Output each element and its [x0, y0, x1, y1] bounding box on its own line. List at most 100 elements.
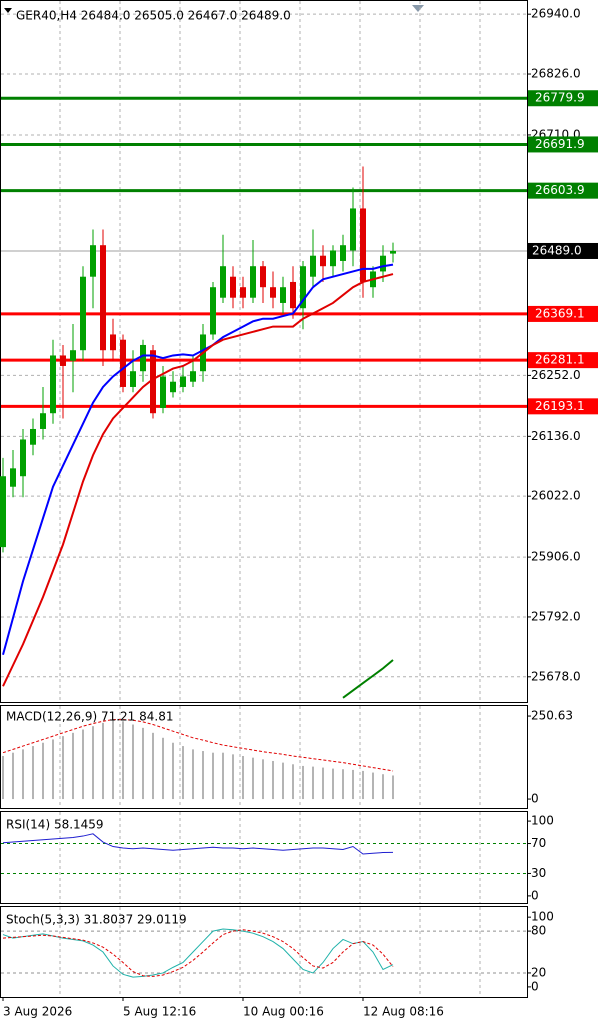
macd-bar: [322, 767, 324, 800]
level-label-box: [528, 305, 598, 322]
candle-body: [220, 266, 226, 298]
candle-body: [230, 276, 236, 298]
y-tick-label: 20: [531, 965, 546, 979]
y-tick-label: 100: [531, 814, 554, 828]
menu-arrow: [4, 8, 12, 13]
candle-body: [260, 266, 266, 288]
level-label-box: [528, 352, 598, 369]
candle-body: [110, 334, 116, 351]
candle-body: [140, 344, 146, 372]
x-tick-label: 3 Aug 2026: [3, 1005, 72, 1019]
rsi-line: [2, 833, 394, 855]
moving-average: [2, 263, 394, 656]
panel-title: MACD(12,26,9) 71.21 84.81: [6, 710, 173, 724]
candle-body: [180, 376, 186, 387]
y-tick-label: 25906.0: [531, 550, 581, 564]
chart-title: GER40,H4 26484.0 26505.0 26467.0 26489.0: [16, 9, 291, 23]
candle-body: [30, 428, 36, 445]
moving-average: [2, 273, 394, 687]
macd-bar: [342, 769, 344, 800]
y-tick-label: 0: [531, 888, 539, 902]
macd-bar: [252, 757, 254, 800]
y-tick-label: 26252.0: [531, 368, 581, 382]
macd-bar: [272, 760, 274, 800]
macd-bar: [362, 770, 364, 800]
signal-line: [2, 719, 394, 772]
macd-bar: [132, 724, 134, 800]
candle-body: [60, 355, 66, 366]
y-tick-label: 25678.0: [531, 669, 581, 683]
candle-body: [240, 287, 246, 298]
level-label: 26369.1: [535, 306, 585, 320]
macd-bar: [172, 742, 174, 800]
macd-bar: [162, 737, 164, 800]
macd-bar: [112, 719, 114, 800]
macd-bar: [232, 754, 234, 800]
candle-body: [390, 250, 396, 254]
macd-bar: [182, 746, 184, 800]
candle-body: [0, 476, 6, 548]
y-tick-label: 250.63: [531, 709, 573, 723]
panel-title: Stoch(5,3,3) 31.8037 29.0119: [6, 913, 187, 927]
macd-bar: [332, 768, 334, 800]
y-tick-label: 70: [531, 836, 546, 850]
candle-body: [10, 468, 16, 487]
macd-bar: [72, 732, 74, 800]
level-label: 26779.9: [535, 91, 585, 105]
candle-body: [310, 255, 316, 277]
macd-bar: [82, 729, 84, 800]
x-tick-label: 5 Aug 12:16: [123, 1005, 196, 1019]
macd-bar: [92, 726, 94, 800]
macd-bar: [242, 756, 244, 800]
macd-bar: [52, 739, 54, 800]
candle-body: [40, 413, 46, 429]
macd-bar: [32, 746, 34, 800]
panel-frame: [0, 811, 528, 904]
y-tick-label: 30: [531, 866, 546, 880]
candle-body: [270, 287, 276, 298]
candle-body: [330, 250, 336, 267]
macd-bar: [12, 752, 14, 800]
candle-body: [250, 266, 256, 298]
candle-body: [160, 376, 166, 408]
macd-bar: [212, 752, 214, 800]
candle-body: [380, 255, 386, 272]
panel-frame: [0, 705, 528, 809]
y-tick-label: 80: [531, 924, 546, 938]
macd-bar: [102, 722, 104, 800]
candle-body: [50, 355, 56, 414]
macd-bar: [312, 766, 314, 800]
shift-marker: [412, 5, 424, 12]
y-tick-label: 26022.0: [531, 489, 581, 503]
y-tick-label: 26826.0: [531, 67, 581, 81]
stoch-signal-line: [2, 929, 394, 977]
macd-bar: [42, 742, 44, 800]
level-label-box: [528, 182, 598, 199]
macd-bar: [352, 769, 354, 800]
candle-body: [320, 255, 326, 267]
macd-bar: [152, 732, 154, 800]
candle-body: [150, 350, 156, 414]
macd-bar: [292, 764, 294, 800]
level-label: 26193.1: [535, 399, 585, 413]
candle-body: [360, 208, 366, 282]
macd-bar: [202, 751, 204, 800]
macd-bar: [2, 756, 4, 800]
macd-bar: [142, 727, 144, 800]
candle-body: [120, 339, 126, 387]
panel-title: RSI(14) 58.1459: [6, 818, 104, 832]
candle-body: [100, 245, 106, 351]
macd-bar: [192, 749, 194, 800]
macd-bar: [282, 762, 284, 800]
macd-bar: [372, 772, 374, 800]
candle-body: [290, 281, 296, 309]
candle-body: [340, 245, 346, 261]
candle-body: [280, 287, 286, 303]
macd-bar: [302, 765, 304, 800]
panel-frame: [0, 906, 528, 998]
level-label: 26603.9: [535, 183, 585, 197]
candle-body: [190, 371, 196, 382]
candle-body: [130, 371, 136, 387]
level-label: 26281.1: [535, 353, 585, 367]
